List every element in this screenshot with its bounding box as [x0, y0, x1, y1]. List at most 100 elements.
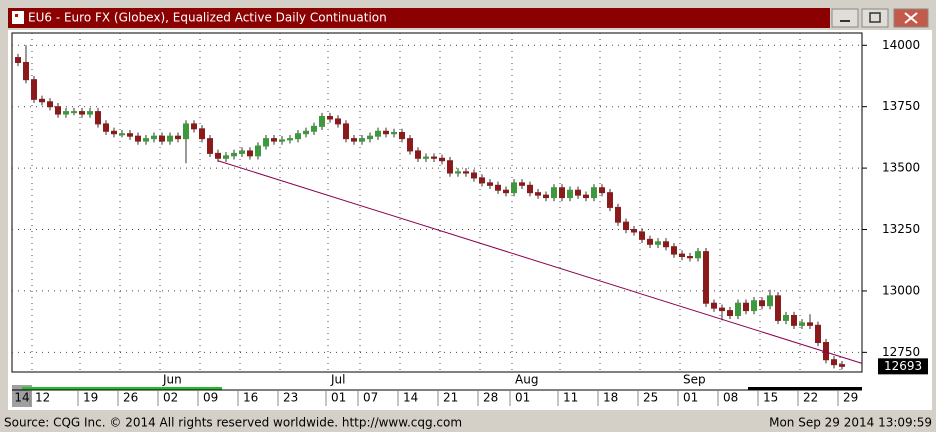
candle-body: [143, 138, 149, 142]
candle-body: [119, 133, 125, 136]
candle-body: [583, 194, 589, 199]
candle-body: [623, 221, 629, 231]
candle-body: [575, 189, 581, 196]
minimize-button[interactable]: [831, 8, 859, 28]
x-tick-label: 21: [443, 391, 458, 405]
candle-body: [559, 187, 565, 199]
candle-body: [815, 324, 821, 344]
candle-body: [639, 231, 645, 240]
last-price-label: 12693: [884, 359, 922, 373]
x-tick-label: 07: [363, 391, 378, 405]
app-icon-dot: [15, 14, 18, 17]
title-bar: [8, 8, 830, 28]
candle-body: [439, 157, 445, 162]
candle-body: [703, 251, 709, 304]
candle-body: [511, 182, 517, 194]
candle-body: [71, 111, 77, 114]
candle-body: [103, 123, 109, 132]
candle-body: [375, 130, 381, 137]
candle-body: [791, 315, 797, 326]
candle-body: [807, 322, 813, 326]
candle-body: [63, 111, 69, 115]
candle-body: [487, 182, 493, 186]
candle-body: [183, 123, 189, 140]
restore-button[interactable]: [861, 8, 889, 28]
candle-body: [367, 135, 373, 140]
candle-body: [615, 206, 621, 223]
candle-body: [767, 295, 773, 307]
candle-body: [647, 238, 653, 245]
month-label: Aug: [515, 373, 538, 387]
candle-body: [567, 189, 573, 199]
candle-body: [295, 133, 301, 140]
candle-body: [631, 229, 637, 233]
candle-body: [527, 184, 533, 194]
candle-body: [287, 138, 293, 141]
x-tick-label: 01: [331, 391, 346, 405]
range-bar-right: [748, 387, 862, 390]
candle-body: [231, 152, 237, 157]
candle-body: [167, 135, 173, 142]
candle-body: [831, 359, 837, 366]
candle-body: [303, 130, 309, 135]
restore-icon: [869, 12, 881, 23]
candle-body: [111, 130, 117, 135]
x-tick-label: 23: [283, 391, 298, 405]
x-tick-label: 29: [843, 391, 858, 405]
candle-body: [335, 118, 341, 125]
candle-body: [695, 251, 701, 259]
candle-body: [455, 171, 461, 174]
candle-body: [727, 310, 733, 316]
candle-body: [407, 138, 413, 152]
x-tick-label: 22: [803, 391, 818, 405]
close-icon: [904, 12, 918, 24]
last-price-box: [878, 358, 928, 375]
x-tick-label: 09: [203, 391, 218, 405]
candle-body: [95, 111, 101, 125]
candle-body: [39, 98, 45, 103]
candle-body: [551, 187, 557, 199]
candle-body: [279, 139, 285, 142]
x-tick-label: 28: [483, 391, 498, 405]
candle-body: [519, 182, 525, 186]
candle-body: [327, 116, 333, 120]
candle-body: [255, 145, 261, 157]
y-tick-label: 13250: [882, 222, 920, 236]
candle-body: [679, 253, 685, 258]
candle-body: [655, 241, 661, 245]
candle-body: [263, 138, 269, 147]
candle-body: [543, 194, 549, 199]
candle-body: [447, 160, 453, 174]
x-tick-label: 15: [763, 391, 778, 405]
year-label: 14: [14, 391, 29, 405]
candle-body: [687, 256, 693, 259]
x-tick-label: 02: [163, 391, 178, 405]
candle-body: [751, 300, 757, 312]
candle-body: [55, 106, 61, 115]
candle-body: [431, 156, 437, 159]
candle-body: [415, 150, 421, 159]
candle-body: [311, 125, 317, 132]
candle-body: [735, 302, 741, 316]
candle-body: [711, 302, 717, 309]
y-tick-label: 13500: [882, 161, 920, 175]
x-tick-label: 01: [683, 391, 698, 405]
candle-body: [239, 150, 245, 154]
app-icon: [12, 11, 24, 24]
candle-body: [759, 300, 765, 307]
candle-body: [671, 246, 677, 255]
candle-body: [799, 322, 805, 326]
candle-body: [599, 187, 605, 194]
candle-body: [463, 171, 469, 174]
x-tick-label: 11: [563, 391, 578, 405]
candle-body: [87, 111, 93, 115]
month-label: Jul: [330, 373, 345, 387]
candle-body: [399, 131, 405, 140]
x-tick-label: 16: [243, 391, 258, 405]
candle-body: [23, 61, 29, 81]
candle-body: [159, 135, 165, 142]
candle-body: [743, 302, 749, 312]
candle-body: [591, 187, 597, 199]
x-tick-label: 25: [643, 391, 658, 405]
